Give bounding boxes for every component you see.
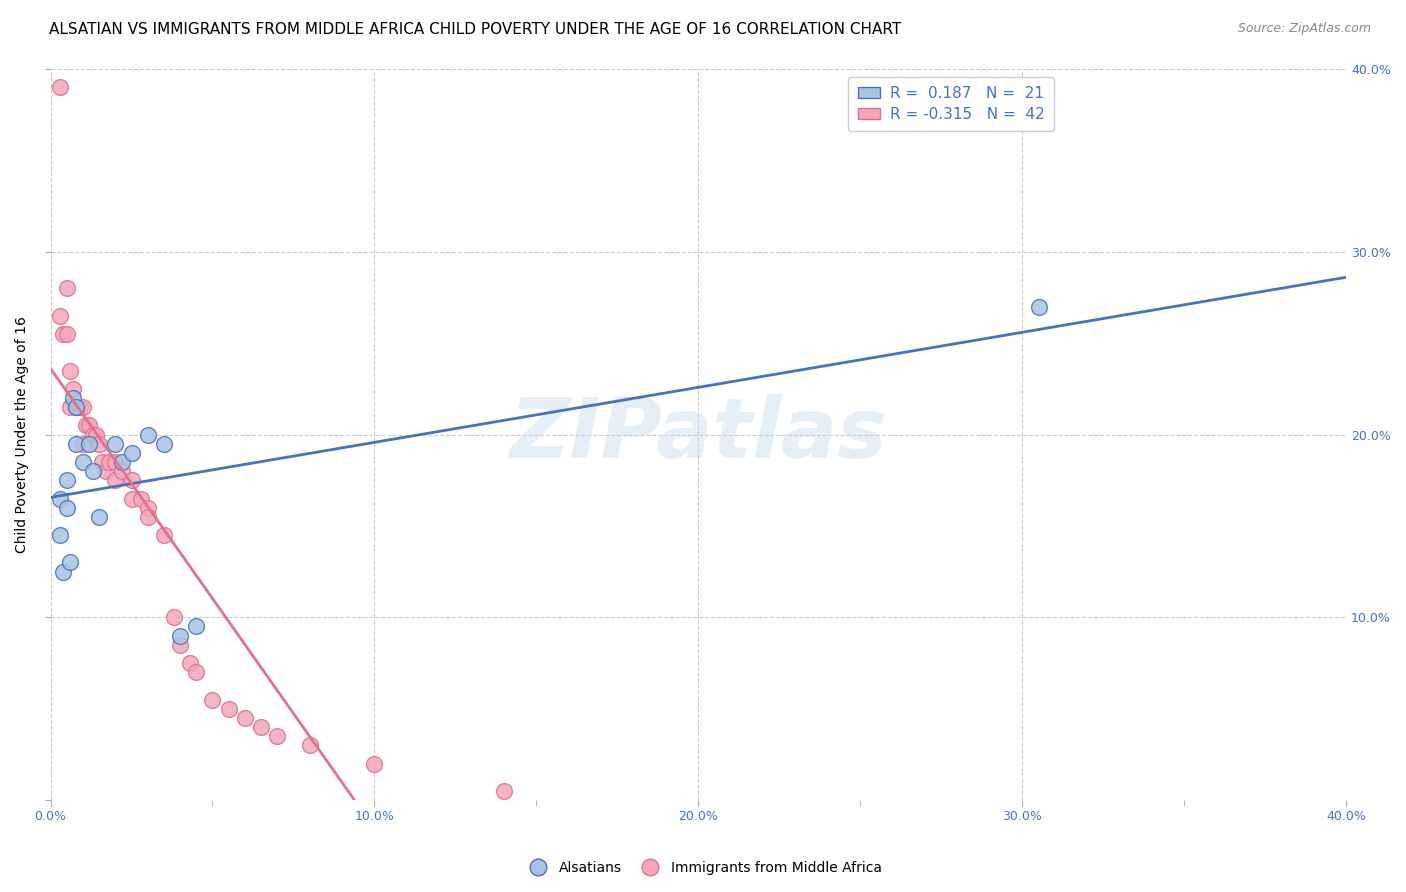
Point <box>104 436 127 450</box>
Point <box>49 309 72 323</box>
Point <box>75 418 97 433</box>
Point <box>169 629 191 643</box>
Text: ALSATIAN VS IMMIGRANTS FROM MIDDLE AFRICA CHILD POVERTY UNDER THE AGE OF 16 CORR: ALSATIAN VS IMMIGRANTS FROM MIDDLE AFRIC… <box>49 22 901 37</box>
Point <box>136 427 159 442</box>
Point <box>65 400 87 414</box>
Point <box>72 400 94 414</box>
Point <box>55 326 77 341</box>
Point <box>52 326 75 341</box>
Point <box>79 436 101 450</box>
Point <box>59 556 82 570</box>
Point <box>82 464 104 478</box>
Point <box>363 756 385 771</box>
Point <box>72 455 94 469</box>
Point <box>492 784 515 798</box>
Point <box>233 711 256 725</box>
Point <box>121 446 143 460</box>
Point <box>162 610 184 624</box>
Point <box>52 565 75 579</box>
Point <box>49 80 72 95</box>
Point <box>72 436 94 450</box>
Point <box>186 619 208 633</box>
Point <box>111 455 134 469</box>
Legend: Alsatians, Immigrants from Middle Africa: Alsatians, Immigrants from Middle Africa <box>519 855 887 880</box>
Point <box>79 418 101 433</box>
Point <box>62 391 84 405</box>
Point <box>97 455 120 469</box>
Legend: R =  0.187   N =  21, R = -0.315   N =  42: R = 0.187 N = 21, R = -0.315 N = 42 <box>848 77 1053 131</box>
Point <box>169 638 191 652</box>
Point <box>121 473 143 487</box>
Point <box>69 400 91 414</box>
Point <box>62 382 84 396</box>
Point <box>104 455 127 469</box>
Point <box>298 738 321 752</box>
Y-axis label: Child Poverty Under the Age of 16: Child Poverty Under the Age of 16 <box>15 316 30 553</box>
Point <box>218 701 240 715</box>
Point <box>129 491 152 506</box>
Point <box>136 509 159 524</box>
Point <box>65 400 87 414</box>
Point <box>59 363 82 377</box>
Point <box>153 528 176 542</box>
Point <box>49 491 72 506</box>
Point <box>1028 300 1050 314</box>
Point <box>266 729 288 743</box>
Point <box>186 665 208 680</box>
Point <box>65 400 87 414</box>
Point <box>201 692 224 706</box>
Point <box>87 509 110 524</box>
Text: Source: ZipAtlas.com: Source: ZipAtlas.com <box>1237 22 1371 36</box>
Point <box>55 473 77 487</box>
Point <box>82 427 104 442</box>
Point <box>250 720 273 734</box>
Point <box>153 436 176 450</box>
Point <box>179 656 201 670</box>
Point <box>121 491 143 506</box>
Text: ZIPatlas: ZIPatlas <box>509 394 887 475</box>
Point <box>87 436 110 450</box>
Point <box>49 528 72 542</box>
Point <box>91 455 114 469</box>
Point <box>65 436 87 450</box>
Point <box>55 500 77 515</box>
Point <box>104 473 127 487</box>
Point <box>55 281 77 295</box>
Point <box>84 427 107 442</box>
Point <box>94 464 117 478</box>
Point <box>111 464 134 478</box>
Point <box>136 500 159 515</box>
Point <box>59 400 82 414</box>
